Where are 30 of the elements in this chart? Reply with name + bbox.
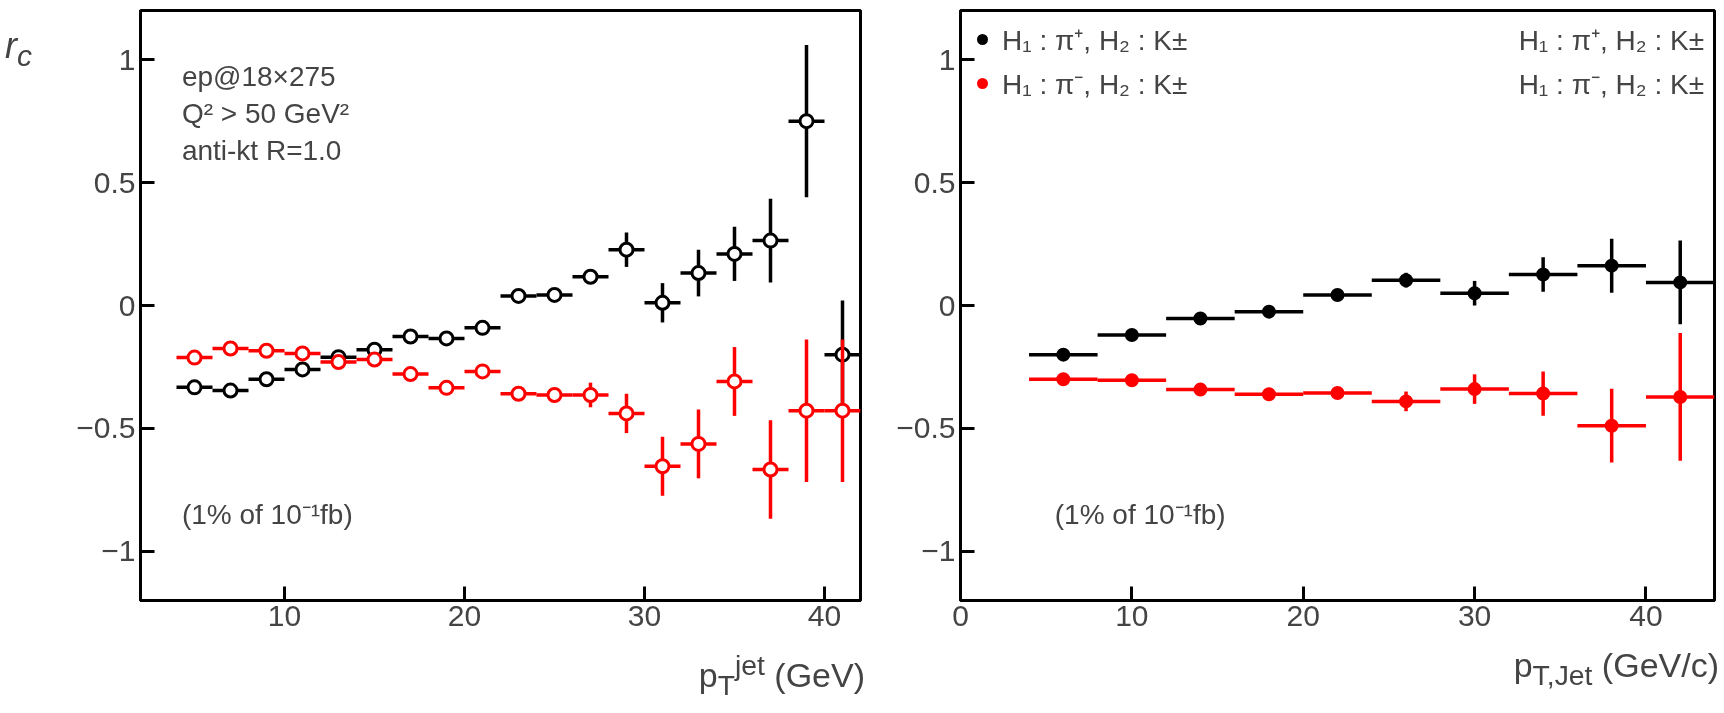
y-tick-label: 1 [118,42,136,76]
x-tick-label: 40 [1629,598,1663,632]
annotation: (1% of 10⁻¹fb) [181,498,353,530]
x-tick-label: 20 [1286,598,1320,632]
x-tick-label: 20 [447,598,482,632]
x-tick-label: 30 [627,598,662,632]
annotation: ep@18×275 [181,61,336,93]
x-tick-label: 30 [1457,598,1492,632]
y-tick-label: −1 [921,534,956,568]
x-axis-title: p$_{T,Jet}$ (GeV/c) [1513,645,1719,693]
y-tick-label: −0.5 [896,411,956,445]
y-tick-label: 1 [938,42,956,76]
y-tick-label: 0.5 [913,165,956,199]
legend-label: H₁ : π⁺, H₂ : K± [1002,24,1188,58]
y-tick-label: −1 [101,534,136,568]
legend-label: H₁ : π⁻, H₂ : K± [1002,68,1188,102]
y-tick-label: 0 [118,288,136,322]
annotation: Q² > 50 GeV² [181,98,350,130]
x-tick-label: 40 [807,598,842,632]
x-axis-title: p$_{T}$$^{jet}$ (GeV) [698,648,865,704]
y-tick-label: 0.5 [93,165,136,199]
x-tick-label: 10 [267,598,302,632]
text: H₁ : π⁺, H₂ : K± [1518,24,1704,58]
y-tick-label: −0.5 [76,411,136,445]
y-tick-label: 0 [938,288,956,322]
x-tick-label: 10 [1115,598,1149,632]
annotation: (1% of 10⁻¹fb) [1054,498,1226,530]
y-axis-title: r$_{c}$ [5,24,32,75]
text: H₁ : π⁻, H₂ : K± [1518,68,1704,102]
annotation: anti-kt R=1.0 [181,135,342,167]
